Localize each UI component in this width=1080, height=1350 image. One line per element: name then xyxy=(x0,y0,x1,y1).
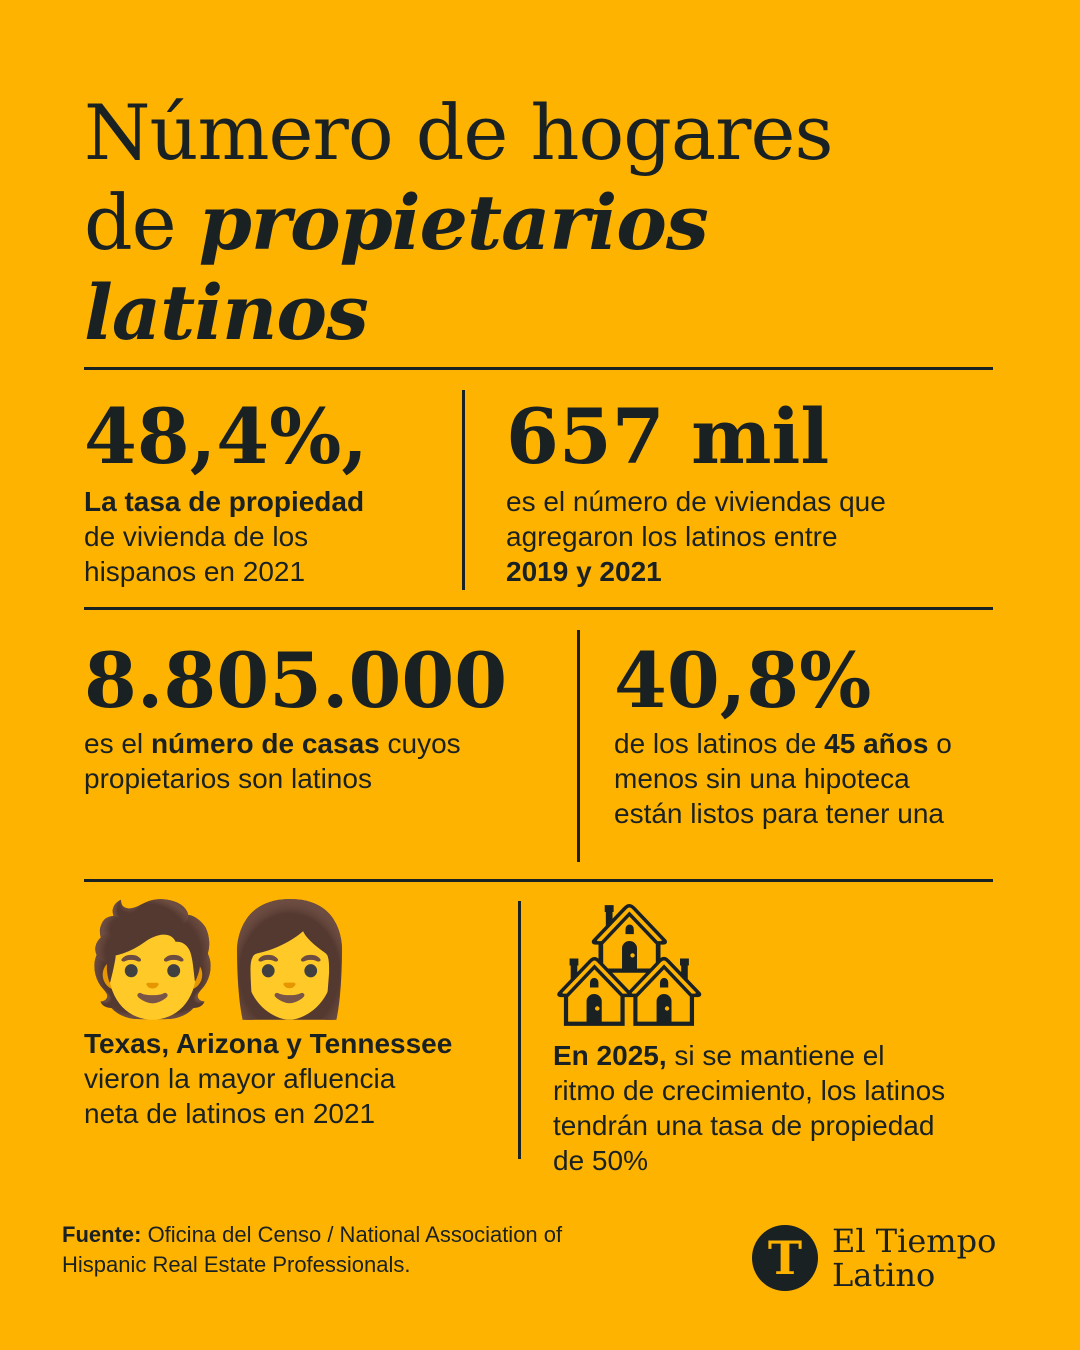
stat-bold-text: En 2025, xyxy=(553,1040,667,1071)
stat-text-line: agregaron los latinos entre xyxy=(506,521,838,552)
stat-text-line: tendrán una tasa de propiedad xyxy=(553,1110,935,1141)
stat-description: es el número de viviendas que agregaron … xyxy=(506,484,996,589)
stat-text-line: es el número de viviendas que xyxy=(506,486,886,517)
stat-text-line: vieron la mayor afluencia xyxy=(84,1063,396,1094)
stat-text-line: neta de latinos en 2021 xyxy=(84,1098,376,1129)
stat-description: La tasa de propiedad de vivienda de los … xyxy=(84,484,454,589)
brand-logo: T El Tiempo Latino xyxy=(752,1224,996,1292)
stat-text-line: menos sin una hipoteca xyxy=(614,763,910,794)
page-title: Número de hogares de propietarios latino… xyxy=(84,88,1004,358)
stat-text-line: ritmo de crecimiento, los latinos xyxy=(553,1075,946,1106)
logo-mark-icon: T xyxy=(752,1225,818,1291)
stat-text-line: de 50% xyxy=(553,1145,648,1176)
title-line-2: de propietarios xyxy=(84,178,1004,268)
title-line-2-plain: de xyxy=(84,178,199,267)
stat-text-line: de vivienda de los xyxy=(84,521,309,552)
stat-states-influx: 🧑👩 Texas, Arizona y Tennessee vieron la … xyxy=(84,900,504,1131)
stat-bold-text: 2019 y 2021 xyxy=(506,556,662,587)
title-line-1: Número de hogares xyxy=(84,88,834,177)
stat-text-line: hispanos en 2021 xyxy=(84,556,306,587)
divider-3 xyxy=(84,879,993,882)
stat-text-line: propietarios son latinos xyxy=(84,763,372,794)
people-icon: 🧑👩 xyxy=(84,898,358,1021)
stat-value: 40,8% xyxy=(614,636,872,725)
title-line-2-italic: propietarios xyxy=(198,178,709,267)
stat-description: En 2025, si se mantiene el ritmo de crec… xyxy=(553,1038,1033,1178)
vertical-divider-3 xyxy=(518,901,521,1159)
logo-name: El Tiempo Latino xyxy=(832,1224,996,1292)
stat-ready-for-mortgage: 40,8% de los latinos de 45 años o menos … xyxy=(614,636,1034,831)
stat-ownership-rate: 48,4%, La tasa de propiedad de vivienda … xyxy=(84,392,454,589)
vertical-divider-1 xyxy=(462,390,465,590)
source-text: Hispanic Real Estate Professionals. xyxy=(62,1252,411,1277)
stat-text-post: o xyxy=(928,728,952,759)
stat-bold-text: La tasa de propiedad xyxy=(84,486,365,517)
stat-description: de los latinos de 45 años o menos sin un… xyxy=(614,726,1034,831)
stat-bold-text: Texas, Arizona y Tennessee xyxy=(84,1028,453,1059)
divider-2 xyxy=(84,607,993,610)
source-text: Oficina del Censo / National Association… xyxy=(141,1222,563,1247)
stat-2025-projection: 🏘 En 2025, si se mantiene el ritmo de cr… xyxy=(553,900,1033,1178)
source-note: Fuente: Oficina del Censo / National Ass… xyxy=(62,1220,702,1280)
stat-text-pre: es el xyxy=(84,728,151,759)
stat-description: Texas, Arizona y Tennessee vieron la may… xyxy=(84,1026,504,1131)
stat-text-line: están listos para tener una xyxy=(614,798,944,829)
stat-text-pre: de los latinos de xyxy=(614,728,825,759)
stat-value: 8.805.000 xyxy=(84,636,508,725)
logo-name-line: Latino xyxy=(832,1256,936,1294)
title-line-3: latinos xyxy=(84,268,369,357)
stat-homes-added: 657 mil es el número de viviendas que ag… xyxy=(506,392,996,589)
source-label: Fuente: xyxy=(62,1222,142,1247)
houses-icon: 🏘 xyxy=(553,898,706,1032)
divider-1 xyxy=(84,367,993,370)
stat-text-post: cuyos xyxy=(379,728,461,759)
logo-name-line: El Tiempo xyxy=(832,1222,997,1260)
stat-value: 657 mil xyxy=(506,392,830,481)
stat-bold-text: 45 años xyxy=(824,728,929,759)
stat-description: es el número de casas cuyos propietarios… xyxy=(84,726,564,796)
stat-bold-text: número de casas xyxy=(150,728,380,759)
stat-text-post: si se mantiene el xyxy=(666,1040,885,1071)
stat-value: 48,4%, xyxy=(84,392,368,481)
vertical-divider-2 xyxy=(577,630,580,862)
stat-latino-owned-houses: 8.805.000 es el número de casas cuyos pr… xyxy=(84,636,564,796)
